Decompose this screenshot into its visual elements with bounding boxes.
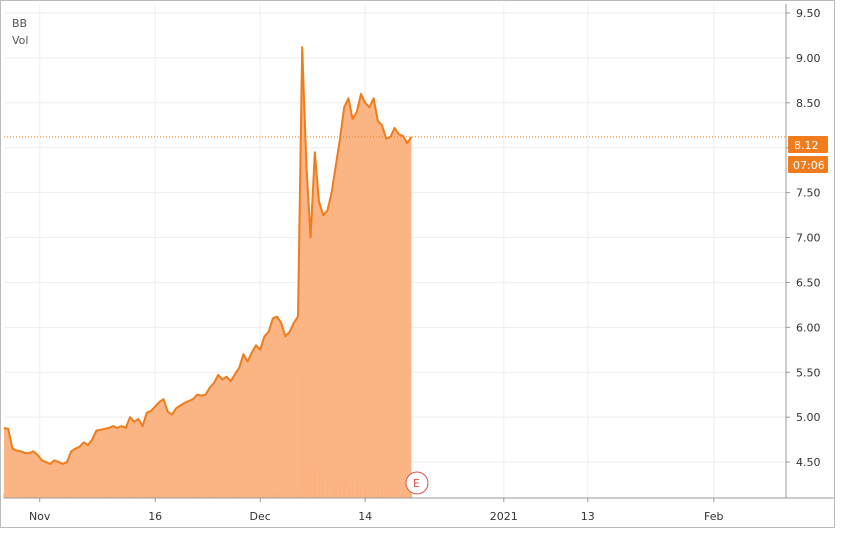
x-tick-label: 13 xyxy=(581,510,595,523)
earnings-circle[interactable] xyxy=(405,471,429,495)
price-area xyxy=(4,47,412,498)
volume-label: Vol xyxy=(12,34,29,47)
y-tick-label: 5.00 xyxy=(796,411,821,424)
y-tick-label: 9.50 xyxy=(796,7,821,20)
price-line xyxy=(3,46,413,465)
price-series xyxy=(3,46,786,498)
y-axis-ticks: 9.509.008.508.007.507.006.506.005.505.00… xyxy=(786,7,821,469)
y-tick-label: 6.00 xyxy=(796,321,821,334)
price-badge: 8.12 07:06 xyxy=(788,136,828,173)
volume-bar xyxy=(410,493,413,498)
last-price-badge-bg xyxy=(788,136,828,153)
chart-legend: BB Vol xyxy=(12,15,28,49)
y-tick-label: 4.50 xyxy=(796,456,821,469)
y-tick-label: 8.50 xyxy=(796,97,821,110)
x-axis-ticks: Nov 16 Dec 14 2021 13 Feb xyxy=(29,498,724,523)
y-tick-label: 7.50 xyxy=(796,187,821,200)
x-tick-label: Feb xyxy=(704,510,723,523)
y-tick-label: 9.00 xyxy=(796,52,821,65)
symbol-label: BB xyxy=(12,17,28,30)
y-tick-label: 6.50 xyxy=(796,276,821,289)
x-tick-label: Nov xyxy=(29,510,51,523)
y-tick-label: 7.00 xyxy=(796,232,821,245)
y-tick-label: 5.50 xyxy=(796,366,821,379)
earnings-marker[interactable]: E xyxy=(405,471,429,495)
x-tick-label: 16 xyxy=(148,510,162,523)
x-tick-label: Dec xyxy=(250,510,271,523)
time-label: 07:06 xyxy=(793,159,825,172)
axes xyxy=(0,0,835,528)
x-tick-label: 14 xyxy=(358,510,372,523)
x-tick-label: 2021 xyxy=(490,510,518,523)
earnings-label: E xyxy=(413,477,420,490)
time-badge-bg xyxy=(788,156,828,173)
chart-frame xyxy=(0,0,835,528)
last-price-label: 8.12 xyxy=(794,139,819,152)
